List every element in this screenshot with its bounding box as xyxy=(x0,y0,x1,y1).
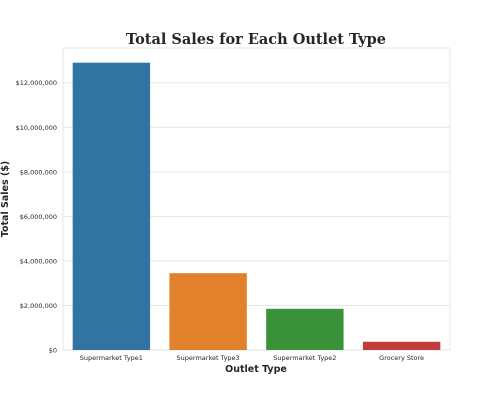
x-tick-label: Supermarket Type2 xyxy=(273,354,336,362)
y-tick-label: $8,000,000 xyxy=(20,168,57,176)
y-tick-label: $12,000,000 xyxy=(16,79,57,87)
bar xyxy=(362,341,441,350)
bar xyxy=(72,62,151,350)
bar xyxy=(266,308,344,350)
y-tick-label: $4,000,000 xyxy=(20,257,57,265)
y-tick-labels: $0 $2,000,000 $4,000,000 $6,000,000 $8,000,0… xyxy=(16,79,57,354)
y-axis-label: Total Sales ($) xyxy=(0,161,11,237)
y-tick-label: $0 xyxy=(49,347,57,355)
x-tick-label: Supermarket Type1 xyxy=(80,354,143,362)
x-axis-label: Outlet Type xyxy=(225,364,287,375)
chart-title: Total Sales for Each Outlet Type xyxy=(126,31,386,48)
bars xyxy=(72,62,441,350)
x-tick-label: Supermarket Type3 xyxy=(177,354,240,362)
x-tick-label: Grocery Store xyxy=(379,354,424,362)
y-tick-label: $6,000,000 xyxy=(20,213,57,221)
bar xyxy=(169,273,247,350)
y-tick-label: $10,000,000 xyxy=(16,124,57,132)
y-tick-label: $2,000,000 xyxy=(20,302,57,310)
x-tick-labels: Supermarket Type1 Supermarket Type3 Superm… xyxy=(80,354,424,362)
